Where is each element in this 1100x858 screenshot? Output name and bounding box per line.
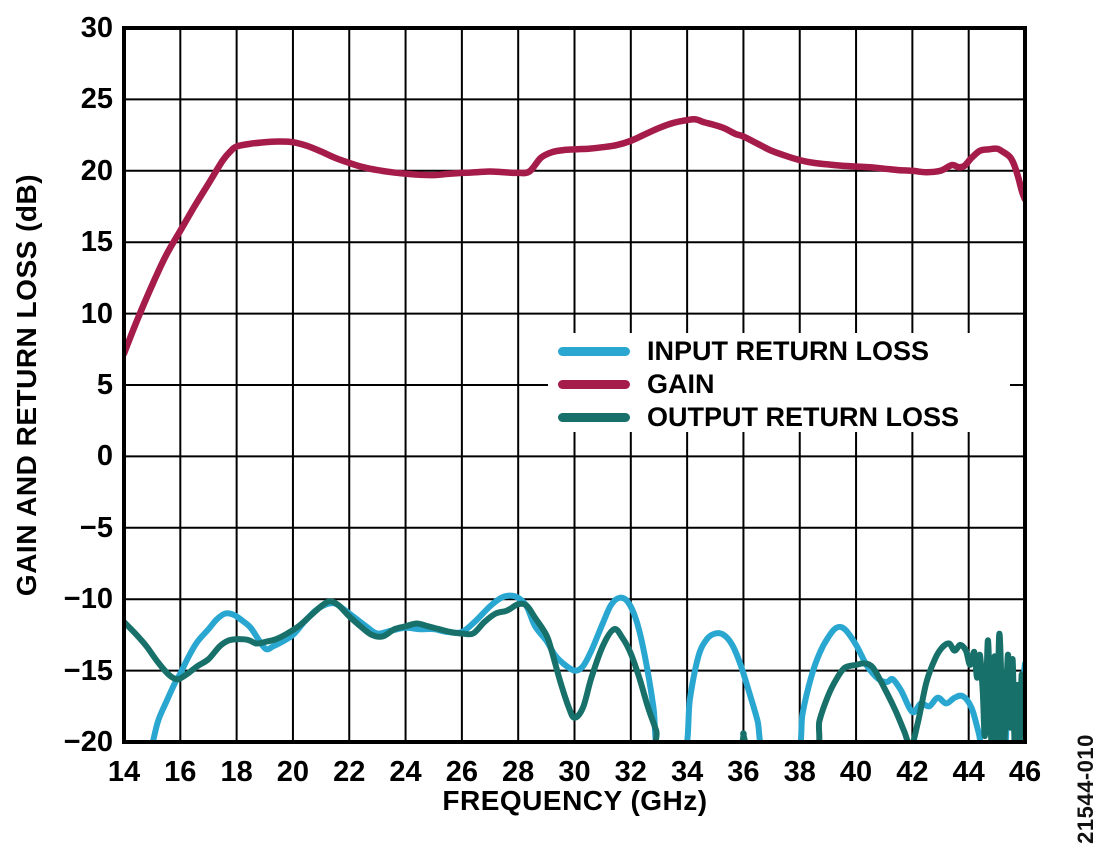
- legend: INPUT RETURN LOSS GAIN OUTPUT RETURN LOS…: [548, 336, 1010, 432]
- x-tick-label: 24: [389, 756, 422, 788]
- figure-number-watermark: 21544-010: [1073, 734, 1098, 844]
- x-tick-label: 30: [558, 756, 591, 788]
- x-tick-label: 38: [783, 756, 816, 788]
- plot-frame: [122, 26, 1027, 744]
- x-tick-label: 26: [445, 756, 478, 788]
- y-tick-label: 15: [80, 226, 113, 259]
- gain-swatch-icon: [558, 379, 630, 389]
- y-tick-label: −5: [79, 511, 113, 544]
- x-tick-label: 22: [333, 756, 366, 788]
- x-tick-label: 46: [1008, 756, 1042, 788]
- input-return-loss-swatch-icon: [558, 346, 630, 356]
- legend-item-gain: GAIN: [548, 369, 1010, 399]
- x-tick-label: 18: [220, 756, 253, 788]
- legend-label: GAIN: [647, 369, 715, 399]
- y-tick-label: 30: [80, 12, 113, 44]
- input-return-loss-curve: [149, 592, 1025, 742]
- legend-item-input-return-loss: INPUT RETURN LOSS: [548, 336, 1010, 366]
- x-tick-label: 14: [107, 756, 141, 788]
- y-tick-label: −20: [63, 726, 113, 758]
- x-tick-label: 42: [896, 756, 929, 788]
- x-tick-label: 36: [727, 756, 760, 788]
- y-tick-label: 10: [80, 297, 113, 330]
- legend-label: INPUT RETURN LOSS: [647, 336, 930, 366]
- x-tick-label: 44: [952, 756, 985, 788]
- legend-label: OUTPUT RETURN LOSS: [647, 402, 960, 432]
- x-tick-label: 34: [670, 756, 704, 788]
- x-tick-label: 20: [276, 756, 310, 788]
- x-axis-title: FREQUENCY (GHz): [442, 785, 708, 816]
- x-tick-label: 40: [839, 756, 873, 788]
- x-tick-label: 32: [614, 756, 647, 788]
- y-tick-label: −10: [63, 583, 113, 616]
- x-tick-label: 28: [502, 756, 535, 788]
- y-tick-label: 20: [80, 154, 113, 187]
- y-tick-label: −15: [63, 654, 113, 687]
- output-return-loss-swatch-icon: [558, 412, 630, 422]
- x-tick-label: 16: [164, 756, 197, 788]
- gain-curve: [124, 116, 1025, 357]
- y-tick-label: 0: [96, 440, 113, 473]
- y-tick-label: 25: [80, 83, 113, 116]
- legend-item-output-return-loss: OUTPUT RETURN LOSS: [548, 402, 1010, 432]
- output-return-loss-curve: [124, 598, 1025, 742]
- y-tick-label: 5: [96, 369, 113, 401]
